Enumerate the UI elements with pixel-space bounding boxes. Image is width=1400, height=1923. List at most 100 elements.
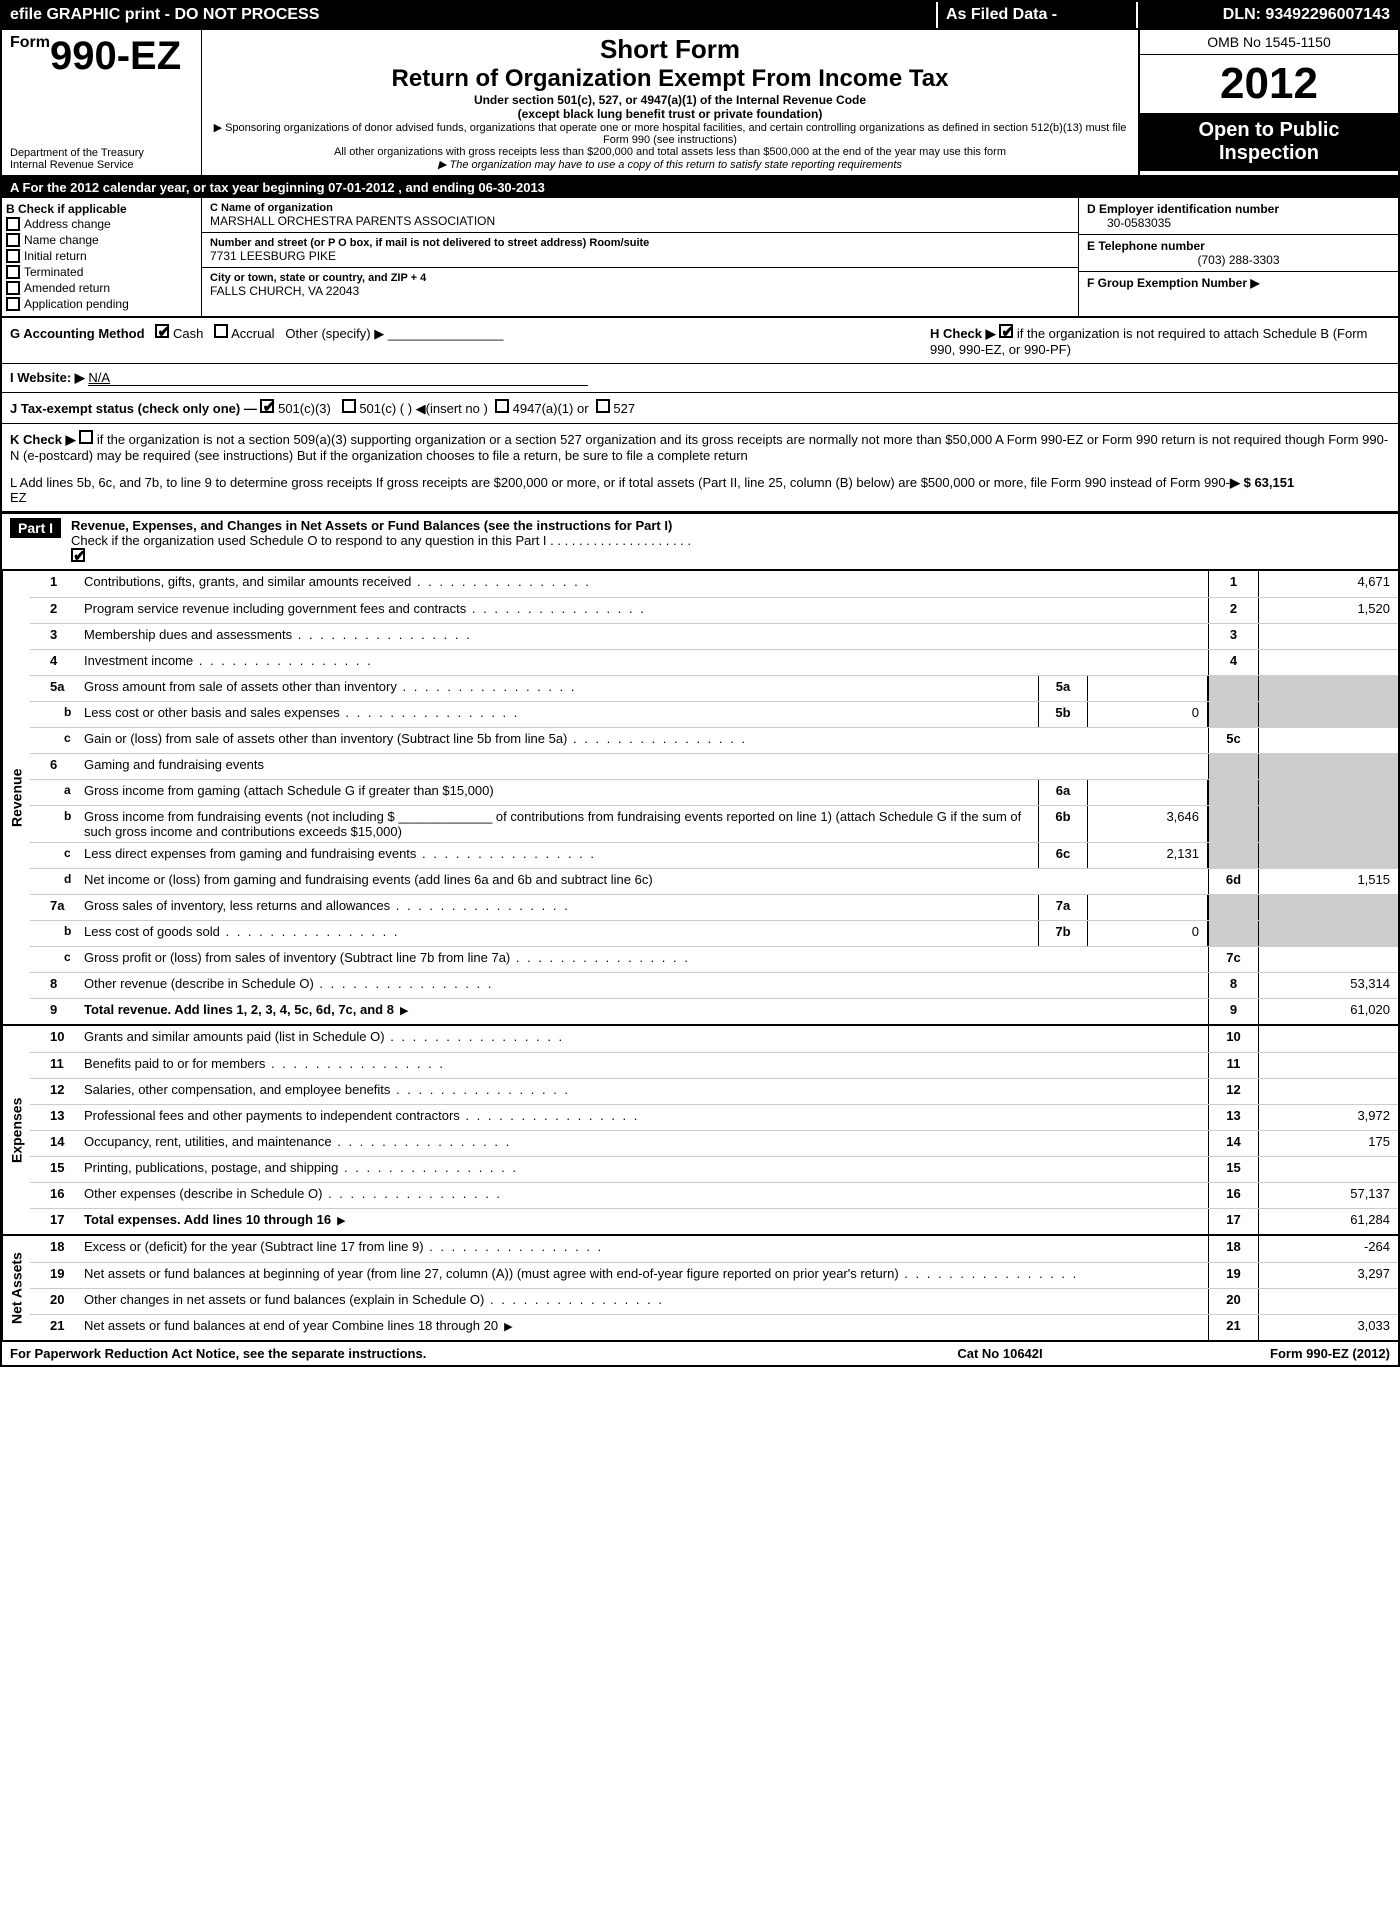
ev	[1258, 1026, 1398, 1052]
ld: Printing, publications, postage, and shi…	[80, 1157, 1208, 1182]
ev: 3,297	[1258, 1263, 1398, 1288]
en: 19	[1208, 1263, 1258, 1288]
org-name: MARSHALL ORCHESTRA PARENTS ASSOCIATION	[210, 214, 1070, 228]
ln: 12	[30, 1079, 80, 1104]
ld: Total revenue. Add lines 1, 2, 3, 4, 5c,…	[80, 999, 1208, 1024]
note3: ▶ The organization may have to use a cop…	[210, 158, 1130, 171]
line-g-h: G Accounting Method Cash Accrual Other (…	[2, 318, 1398, 364]
check-part1[interactable]	[71, 548, 85, 562]
check-terminated[interactable]: Terminated	[6, 264, 197, 280]
ln: d	[30, 869, 80, 894]
ln: 3	[30, 624, 80, 649]
ln: 2	[30, 598, 80, 623]
mn: 6c	[1038, 843, 1088, 868]
part1-header: Part I Revenue, Expenses, and Changes in…	[2, 512, 1398, 569]
omb: OMB No 1545-1150	[1140, 30, 1398, 55]
ld: Gross amount from sale of assets other t…	[80, 676, 1038, 701]
en: 18	[1208, 1236, 1258, 1262]
g-other: Other (specify) ▶	[285, 326, 384, 341]
g-accrual: Accrual	[231, 326, 274, 341]
d-label: D Employer identification number	[1087, 202, 1390, 216]
ld: Other changes in net assets or fund bala…	[80, 1289, 1208, 1314]
ld: Net income or (loss) from gaming and fun…	[80, 869, 1208, 894]
ev	[1258, 1289, 1398, 1314]
check-name[interactable]: Name change	[6, 232, 197, 248]
ln: c	[30, 843, 80, 868]
en: 11	[1208, 1053, 1258, 1078]
en: 13	[1208, 1105, 1258, 1130]
check-address[interactable]: Address change	[6, 216, 197, 232]
addr-label: Number and street (or P O box, if mail i…	[210, 237, 1070, 249]
en	[1208, 702, 1258, 727]
expenses-section: Expenses 10Grants and similar amounts pa…	[2, 1024, 1398, 1234]
en	[1208, 921, 1258, 946]
row-a: A For the 2012 calendar year, or tax yea…	[2, 177, 1398, 198]
check-lbl: Initial return	[24, 249, 87, 263]
check-amended[interactable]: Amended return	[6, 280, 197, 296]
ln: 17	[30, 1209, 80, 1234]
mv	[1088, 780, 1208, 805]
ld: Other revenue (describe in Schedule O)	[80, 973, 1208, 998]
topbar-mid: As Filed Data -	[938, 2, 1138, 28]
ev	[1258, 895, 1398, 920]
check-accrual[interactable]	[214, 324, 228, 338]
ld: Net assets or fund balances at beginning…	[80, 1263, 1208, 1288]
ln: 20	[30, 1289, 80, 1314]
j-501c: 501(c) ( ) ◀(insert no )	[359, 401, 487, 416]
top-bar: efile GRAPHIC print - DO NOT PROCESS As …	[2, 2, 1398, 30]
ld: Excess or (deficit) for the year (Subtra…	[80, 1236, 1208, 1262]
check-initial[interactable]: Initial return	[6, 248, 197, 264]
ln: 1	[30, 571, 80, 597]
check-501c[interactable]	[342, 399, 356, 413]
en: 1	[1208, 571, 1258, 597]
footer: For Paperwork Reduction Act Notice, see …	[2, 1340, 1398, 1365]
check-lbl: Amended return	[24, 281, 110, 295]
form-number: Form990-EZ	[10, 34, 181, 78]
mv	[1088, 895, 1208, 920]
line-l: L Add lines 5b, 6c, and 7b, to line 9 to…	[2, 469, 1398, 512]
ev: 61,020	[1258, 999, 1398, 1024]
ln: 19	[30, 1263, 80, 1288]
side-revenue: Revenue	[2, 571, 30, 1024]
check-527[interactable]	[596, 399, 610, 413]
check-pending[interactable]: Application pending	[6, 296, 197, 312]
j-4947: 4947(a)(1) or	[513, 401, 589, 416]
ev	[1258, 780, 1398, 805]
mv: 2,131	[1088, 843, 1208, 868]
en: 10	[1208, 1026, 1258, 1052]
ev	[1258, 921, 1398, 946]
form-page: efile GRAPHIC print - DO NOT PROCESS As …	[0, 0, 1400, 1367]
return-title: Return of Organization Exempt From Incom…	[210, 65, 1130, 93]
ld: Less cost of goods sold	[80, 921, 1038, 946]
ev: 4,671	[1258, 571, 1398, 597]
ln: c	[30, 947, 80, 972]
mn: 6a	[1038, 780, 1088, 805]
mn: 7b	[1038, 921, 1088, 946]
check-cash[interactable]	[155, 324, 169, 338]
check-lbl: Address change	[24, 217, 111, 231]
k-text: if the organization is not a section 509…	[10, 432, 1388, 463]
ld: Gain or (loss) from sale of assets other…	[80, 728, 1208, 753]
line-i: I Website: ▶ N/A	[2, 364, 1398, 393]
revenue-section: Revenue 1Contributions, gifts, grants, a…	[2, 569, 1398, 1024]
ev: 61,284	[1258, 1209, 1398, 1234]
en: 8	[1208, 973, 1258, 998]
ev	[1258, 1079, 1398, 1104]
j-501c3: 501(c)(3)	[278, 401, 331, 416]
open-public: Open to Public Inspection	[1140, 113, 1398, 171]
ev: 57,137	[1258, 1183, 1398, 1208]
ld: Professional fees and other payments to …	[80, 1105, 1208, 1130]
year: 2012	[1140, 55, 1398, 113]
ev: 3,033	[1258, 1315, 1398, 1340]
ld: Other expenses (describe in Schedule O)	[80, 1183, 1208, 1208]
check-4947[interactable]	[495, 399, 509, 413]
en	[1208, 806, 1258, 842]
ld: Occupancy, rent, utilities, and maintena…	[80, 1131, 1208, 1156]
check-h[interactable]	[999, 324, 1013, 338]
en	[1208, 843, 1258, 868]
check-501c3[interactable]	[260, 399, 274, 413]
h-label: H Check ▶	[930, 326, 996, 341]
check-k[interactable]	[79, 430, 93, 444]
form-prefix: Form	[10, 34, 50, 51]
org-city: FALLS CHURCH, VA 22043	[210, 284, 1070, 298]
